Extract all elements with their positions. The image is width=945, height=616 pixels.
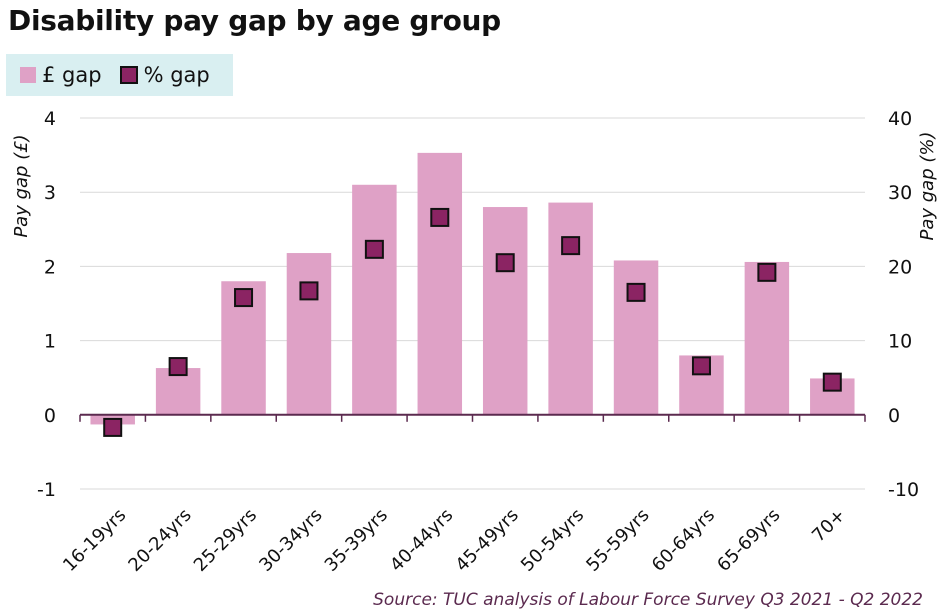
marker-55-59yrs: [626, 282, 646, 302]
marker-60-64yrs: [691, 356, 711, 376]
bar-30-34yrs: [286, 253, 332, 415]
x-tick-label: 25-29yrs: [190, 505, 261, 576]
bar-65-69yrs: [744, 261, 790, 415]
y-right-tick-label: 10: [888, 331, 912, 353]
bar-50-54yrs: [548, 202, 593, 415]
x-tick-label: 70+: [808, 505, 850, 547]
chart-title: Disability pay gap by age group: [8, 4, 501, 37]
y-left-tick-label: -1: [37, 479, 56, 501]
chart-legend: £ gap % gap: [6, 54, 233, 96]
y-right-tick-label: -10: [888, 479, 919, 501]
x-tick-label: 40-44yrs: [386, 505, 457, 576]
x-tick-label: 45-49yrs: [452, 505, 523, 576]
marker-20-24yrs: [168, 357, 188, 377]
y-left-tick-label: 0: [44, 405, 56, 427]
marker-30-34yrs: [299, 281, 319, 301]
y-left-tick-label: 4: [44, 108, 56, 130]
bar-40-44yrs: [417, 152, 463, 415]
legend-swatch-marker: [119, 66, 138, 84]
y-right-tick-label: 0: [888, 405, 900, 427]
legend-label-percent-gap: % gap: [143, 63, 210, 87]
x-tick-label: 35-39yrs: [321, 505, 392, 576]
bar-35-39yrs: [352, 184, 397, 415]
y-left-axis-title: Pay gap (£): [11, 134, 32, 237]
legend-item-percent-gap: % gap: [119, 63, 210, 87]
y-left-tick-label: 1: [44, 331, 56, 353]
x-tick-label: 30-34yrs: [255, 505, 326, 576]
bar-45-49yrs: [482, 207, 528, 415]
y-right-tick-label: 20: [888, 256, 912, 278]
x-tick-label: 60-64yrs: [648, 505, 719, 576]
legend-item-pound-gap: £ gap: [20, 63, 102, 87]
x-tick-label: 16-19yrs: [59, 505, 130, 576]
x-tick-label: 65-69yrs: [713, 505, 784, 576]
legend-label-pound-gap: £ gap: [42, 63, 102, 87]
x-tick-label: 20-24yrs: [124, 505, 195, 576]
legend-swatch-bar: [20, 67, 36, 83]
y-right-axis-title: Pay gap (%): [917, 131, 938, 240]
marker-40-44yrs: [430, 207, 450, 227]
marker-45-49yrs: [495, 253, 515, 273]
marker-65-69yrs: [757, 262, 777, 282]
marker-70+: [822, 372, 842, 392]
marker-35-39yrs: [364, 239, 384, 259]
x-tick-label: 50-54yrs: [517, 505, 588, 576]
marker-50-54yrs: [561, 236, 581, 256]
source-note: Source: TUC analysis of Labour Force Sur…: [373, 590, 923, 610]
x-tick-label: 55-59yrs: [582, 505, 653, 576]
marker-25-29yrs: [234, 288, 254, 308]
y-right-tick-label: 30: [888, 182, 912, 204]
y-left-tick-label: 2: [44, 256, 56, 278]
marker-16-19yrs: [103, 417, 123, 437]
y-right-tick-label: 40: [888, 108, 912, 130]
y-left-tick-label: 3: [44, 182, 56, 204]
